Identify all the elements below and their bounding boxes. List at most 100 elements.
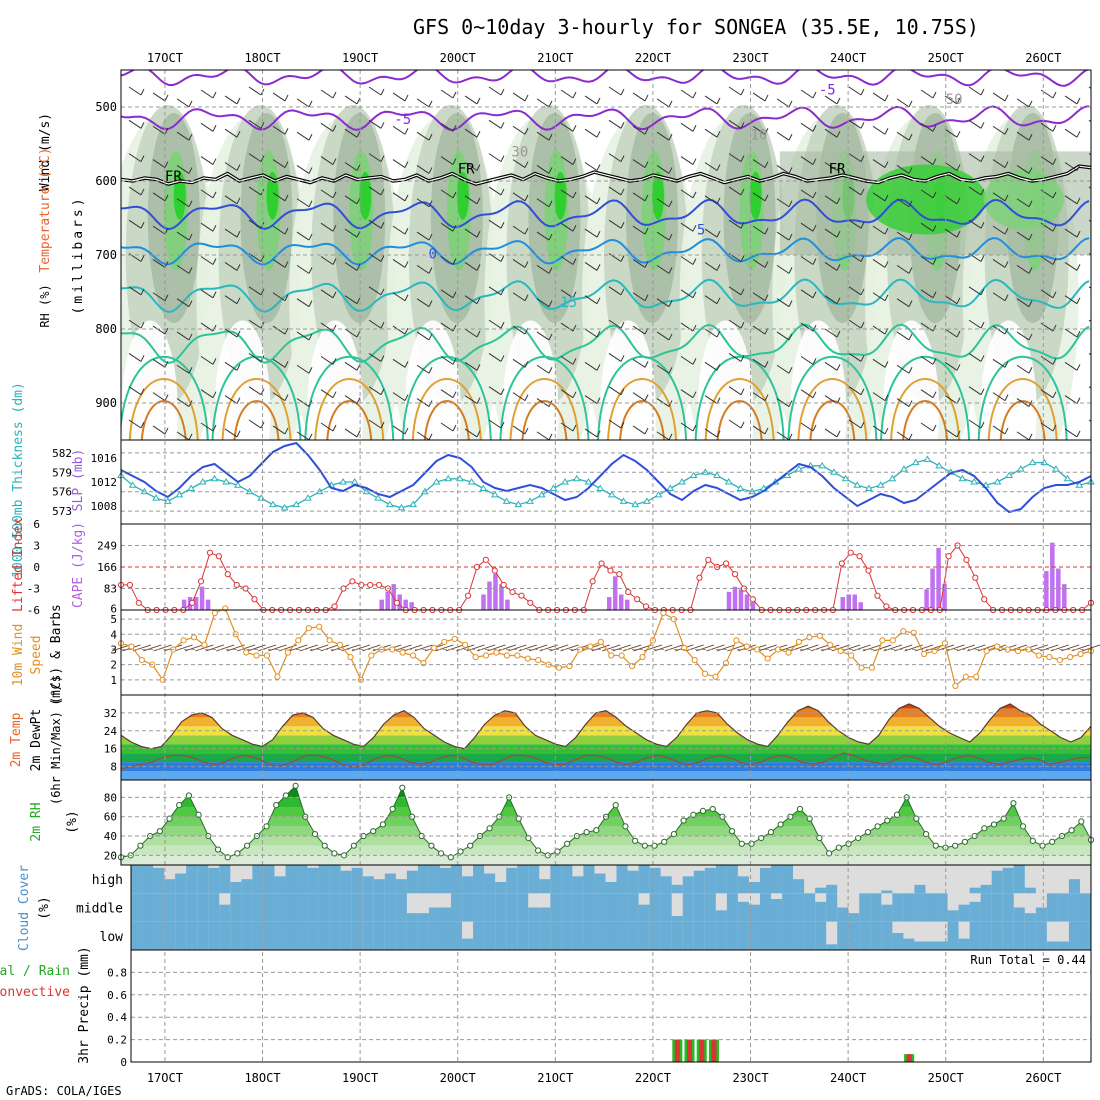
wind-barb (272, 358, 286, 368)
wind-barb (224, 162, 238, 171)
wind-barb (200, 122, 214, 132)
wind-barb-flag (1004, 128, 1009, 135)
cape-bar (493, 573, 498, 610)
wind-barb (608, 186, 622, 196)
rh-series-marker (282, 792, 289, 799)
wind-barb-flag (572, 358, 577, 365)
panel-frames (120, 69, 1092, 1063)
wind-barb (1016, 298, 1030, 308)
wind-barb (968, 219, 982, 229)
cloud-cell (164, 879, 176, 894)
wind-barb-flag (164, 261, 169, 268)
thickness-series-marker (339, 478, 347, 485)
profile-annotation: -5 (394, 112, 411, 128)
rh-series-marker (632, 837, 639, 844)
lifted-index-series-marker (865, 567, 872, 574)
cape-bar (505, 599, 510, 610)
wind-barb-flag (668, 267, 673, 274)
thickness-series-marker (935, 461, 943, 469)
slp-ytick-label: 1016 (91, 452, 118, 465)
wind-barb (704, 195, 718, 205)
rh-series-marker (738, 840, 745, 847)
wind-barb-flag (236, 397, 241, 404)
cloud-cell (318, 921, 331, 950)
cloud-cell (550, 865, 562, 894)
wind-barb (944, 195, 958, 205)
cloud-cell (406, 870, 419, 894)
thickness-series-marker (1075, 481, 1084, 488)
rh-series-marker (438, 850, 445, 857)
wind-barb-flag (956, 197, 961, 205)
cloud-cell (384, 893, 397, 922)
warm-dome-mid (704, 378, 775, 440)
wind-barb-flag (404, 128, 409, 135)
wind-barb (704, 228, 718, 238)
wind-barb-flag (356, 197, 361, 205)
wind-barb (536, 231, 550, 241)
wind-barb (704, 361, 718, 371)
wind-barb-flag (980, 355, 985, 362)
wind-barb (368, 219, 382, 229)
wind-barb (872, 125, 886, 135)
wind-barb (992, 425, 1006, 435)
wind-barb (512, 392, 526, 402)
wind-barb (920, 389, 934, 399)
wind-barb (776, 131, 790, 141)
wind-barb (272, 292, 286, 302)
slp-ytick-label: 1012 (91, 476, 118, 489)
wind-barb-flag (428, 433, 433, 440)
wind-barb (224, 228, 238, 238)
wind-barb (1064, 228, 1078, 238)
wind-barb (392, 292, 406, 302)
cloud-cell (417, 913, 430, 922)
rh-series-marker (1020, 823, 1027, 830)
wind-barb-flag (524, 294, 529, 301)
wind-barb (656, 98, 670, 108)
wind-barb-flag (692, 258, 697, 265)
wind-barb-flag (644, 194, 649, 202)
wind-barb-flag (188, 100, 193, 108)
bottom-x-tick-label: 19OCT (342, 1071, 378, 1085)
wind-ytick-label: 2 (110, 659, 117, 672)
wind-barb-10m (956, 644, 975, 652)
cloud-cell (837, 907, 849, 922)
rh-series-marker (467, 842, 474, 849)
wind-barb-flag (236, 164, 241, 171)
cloud-cell (947, 921, 959, 950)
rh-series-marker (796, 805, 804, 813)
wind-barb (128, 353, 142, 362)
wind-barb (704, 328, 718, 338)
rh-band (121, 816, 1091, 827)
rh-series-marker (748, 840, 755, 847)
lifted-index-series-marker (607, 567, 614, 574)
wind-barb (488, 386, 502, 396)
cloud-cell-bg (848, 893, 860, 922)
wind-barb-flag (428, 300, 433, 307)
wind-barb-flag (1028, 233, 1033, 241)
rh-series-marker (1049, 838, 1056, 845)
cloud-cell (914, 884, 926, 894)
wind-barb-flag (884, 227, 889, 235)
wind-barb-flag (572, 324, 577, 332)
cloud-cell (914, 893, 926, 922)
wind-barb-flag (332, 391, 337, 398)
cloud-cell-bg (826, 921, 838, 950)
wind-barb-flag (548, 200, 553, 207)
cloud-cell (384, 921, 397, 950)
cloud-cell (881, 921, 893, 950)
wind-barb (632, 259, 646, 268)
wind-barb-flag (428, 333, 433, 341)
cape-bar (193, 597, 199, 610)
wind-barb (344, 95, 358, 105)
millibars-axis-title: (millibars) (71, 195, 86, 314)
wind-barb-flag (308, 200, 313, 207)
wind-barb (680, 156, 694, 165)
lifted-index-series-marker (972, 574, 979, 581)
cape-bar (852, 594, 857, 610)
cloud-cell (616, 865, 628, 894)
wind-speed-series-marker (952, 682, 959, 689)
lifted-index-series-marker (197, 578, 205, 585)
wind-barb-flag (452, 125, 457, 132)
cape-ytick-label: 249 (97, 540, 117, 553)
